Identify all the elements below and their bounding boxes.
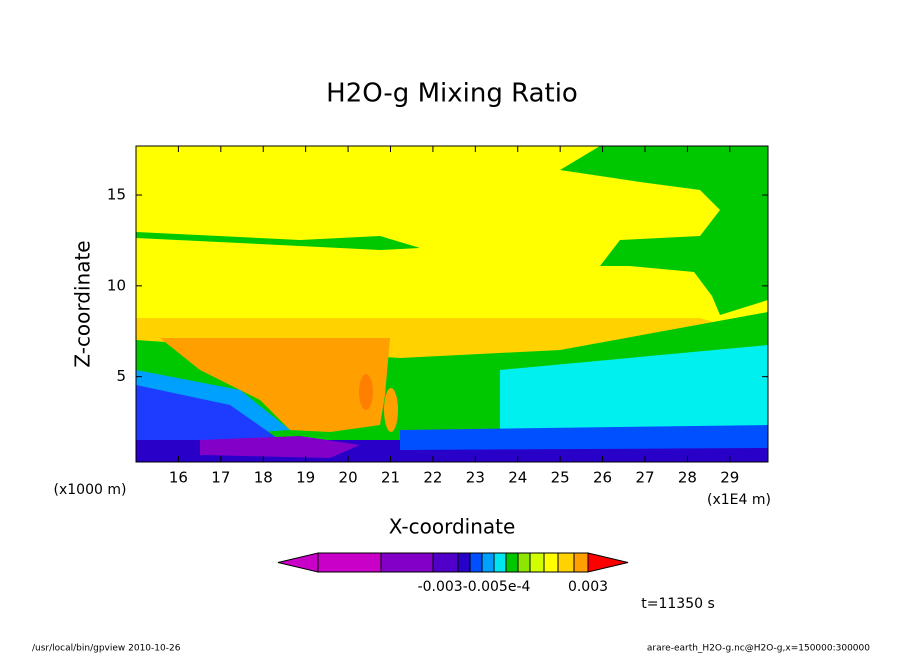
x-tick-label: 25 [551, 469, 570, 487]
y-tick-label: 10 [107, 276, 126, 294]
chart-title: H2O-g Mixing Ratio [326, 79, 578, 109]
x-tick-label: 26 [593, 469, 612, 487]
x-tick-label: 28 [678, 469, 697, 487]
colorbar-segment [505, 552, 519, 573]
colorbar-segment [457, 552, 471, 573]
colorbar-segment [493, 552, 507, 573]
colorbar-segment [481, 552, 495, 573]
colorbar-segment [432, 552, 459, 573]
x-axis-label: X-coordinate [389, 515, 516, 539]
x-tick-label: 22 [423, 469, 442, 487]
colorbar-segment [517, 552, 531, 573]
colorbar-segment [317, 552, 382, 573]
y-unit: (x1000 m) [54, 482, 127, 498]
plot-frame [135, 145, 769, 463]
y-tick-label: 5 [116, 367, 126, 385]
x-tick-label: 29 [720, 469, 739, 487]
colorbar-segment [469, 552, 483, 573]
footer-left: /usr/local/bin/gpview 2010-10-26 [32, 644, 181, 654]
colorbar-arrow [277, 552, 319, 573]
colorbar-segment [380, 552, 434, 573]
x-tick-label: 24 [508, 469, 527, 487]
colorbar-arrow [587, 552, 629, 573]
x-unit: (x1E4 m) [707, 492, 771, 508]
x-tick-label: 21 [381, 469, 400, 487]
contour-fill [136, 146, 768, 462]
colorbar-segment [529, 552, 545, 573]
x-tick-label: 23 [466, 469, 485, 487]
y-tick-label: 15 [107, 186, 126, 204]
colorbar-segment [557, 552, 575, 573]
colorbar-label: 0.003 [568, 579, 608, 595]
x-tick-label: 20 [339, 469, 358, 487]
x-tick-label: 17 [211, 469, 230, 487]
x-tick-label: 18 [254, 469, 273, 487]
y-axis-label: Z-coordinate [71, 240, 95, 367]
x-tick-label: 19 [296, 469, 315, 487]
time-label: t=11350 s [641, 596, 715, 612]
colorbar-segment [543, 552, 559, 573]
colorbar-segment [573, 552, 589, 573]
footer-right: arare-earth_H2O-g.nc@H2O-g,x=150000:3000… [647, 644, 870, 654]
colorbar-label: -0.003-0.005e-4 [418, 579, 531, 595]
x-tick-label: 16 [169, 469, 188, 487]
x-tick-label: 27 [635, 469, 654, 487]
